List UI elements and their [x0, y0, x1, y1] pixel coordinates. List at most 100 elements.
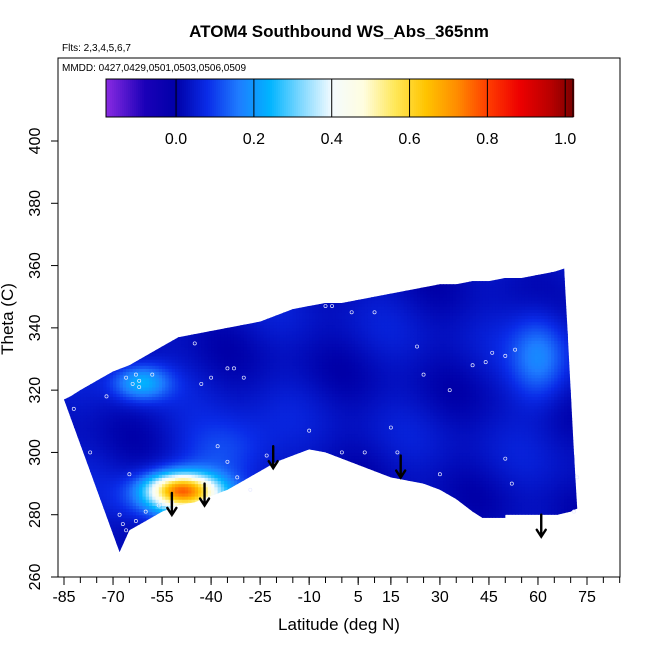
heatmap-cell — [198, 393, 202, 397]
heatmap-cell — [162, 302, 166, 307]
heatmap-cell — [188, 284, 193, 288]
heatmap-cell — [129, 542, 134, 547]
heatmap-cell — [87, 552, 91, 556]
heatmap-cell — [135, 461, 140, 466]
heatmap-cell — [168, 374, 173, 379]
heatmap-cell — [90, 461, 95, 466]
heatmap-cell — [188, 387, 193, 391]
heatmap-cell — [132, 340, 137, 345]
heatmap-cell — [126, 486, 130, 491]
heatmap-cell — [214, 296, 219, 301]
heatmap-cell — [73, 346, 78, 351]
heatmap-cell — [90, 268, 95, 270]
heatmap-cell — [175, 449, 180, 454]
heatmap-cell — [178, 474, 183, 478]
heatmap-cell — [155, 334, 160, 338]
heatmap-cell — [106, 458, 111, 463]
heatmap-cell — [73, 452, 78, 457]
heatmap-cell — [99, 346, 104, 351]
heatmap-cell — [227, 520, 232, 525]
heatmap-cell — [152, 359, 157, 363]
heatmap-cell — [191, 334, 196, 338]
heatmap-cell — [152, 259, 156, 263]
heatmap-cell — [171, 418, 176, 422]
heatmap-cell — [93, 449, 98, 454]
heatmap-cell — [103, 334, 108, 338]
heatmap-cell — [194, 383, 199, 388]
heatmap-cell — [162, 290, 166, 295]
heatmap-cell — [103, 430, 108, 435]
heatmap-cell — [191, 455, 196, 460]
heatmap-cell — [158, 383, 163, 388]
heatmap-cell — [93, 461, 98, 466]
heatmap-cell — [142, 439, 147, 444]
heatmap-cell — [99, 268, 104, 273]
heatmap-cell — [80, 268, 85, 273]
heatmap-cell — [158, 464, 163, 469]
heatmap-cell — [129, 433, 134, 438]
heatmap-cell — [106, 362, 111, 366]
heatmap-cell — [139, 362, 144, 366]
heatmap-cell — [191, 477, 196, 482]
heatmap-cell — [165, 530, 170, 534]
heatmap-cell — [70, 536, 75, 541]
heatmap-cell — [142, 343, 147, 348]
heatmap-cell — [139, 287, 144, 292]
heatmap-cell — [113, 343, 117, 348]
heatmap-cell — [191, 271, 196, 276]
heatmap-cell — [126, 548, 130, 553]
heatmap-cell — [139, 436, 144, 441]
heatmap-cell — [109, 474, 114, 478]
heatmap-cell — [155, 418, 160, 422]
heatmap-cell — [184, 355, 189, 360]
heatmap-cell — [80, 327, 85, 332]
heatmap-cell — [217, 318, 222, 323]
heatmap-cell — [106, 349, 111, 354]
heatmap-cell — [188, 393, 193, 397]
heatmap-cell — [99, 274, 104, 279]
heatmap-cell — [198, 387, 202, 391]
heatmap-cell — [119, 452, 124, 457]
heatmap-cell — [184, 492, 189, 497]
heatmap-cell — [126, 284, 130, 288]
heatmap-cell — [132, 346, 137, 351]
heatmap-cell — [194, 468, 199, 472]
heatmap-cell — [122, 368, 127, 373]
heatmap-cell — [64, 464, 68, 469]
heatmap-cell — [119, 390, 124, 394]
heatmap-cell — [67, 418, 72, 422]
heatmap-cell — [116, 374, 121, 379]
heatmap-cell — [142, 511, 147, 516]
heatmap-cell — [142, 536, 147, 541]
heatmap-cell — [194, 309, 199, 313]
heatmap-cell — [184, 427, 189, 432]
heatmap-cell — [116, 362, 121, 366]
heatmap-cell — [201, 524, 206, 528]
heatmap-cell — [77, 278, 81, 282]
heatmap-cell — [175, 327, 180, 332]
heatmap-cell — [175, 374, 180, 379]
heatmap-cell — [162, 327, 166, 332]
heatmap-cell — [106, 306, 111, 310]
heatmap-cell — [126, 290, 130, 295]
heatmap-cell — [103, 371, 108, 376]
heatmap-cell — [171, 520, 176, 525]
heatmap-cell — [99, 281, 104, 285]
heatmap-cell — [67, 548, 72, 553]
heatmap-cell — [198, 306, 202, 310]
heatmap-cell — [64, 483, 65, 488]
heatmap-cell — [155, 452, 160, 457]
heatmap-cell — [178, 396, 183, 401]
heatmap-cell — [86, 355, 91, 360]
heatmap-cell — [132, 520, 137, 525]
heatmap-cell — [214, 520, 219, 525]
heatmap-cell — [207, 284, 212, 288]
heatmap-cell — [191, 424, 196, 429]
heatmap-cell — [168, 387, 173, 391]
heatmap-cell — [214, 536, 219, 541]
heatmap-cell — [67, 290, 72, 295]
heatmap-cell — [198, 477, 202, 482]
heatmap-cell — [217, 548, 222, 553]
heatmap-cell — [103, 268, 108, 270]
heatmap-cell — [86, 430, 91, 435]
